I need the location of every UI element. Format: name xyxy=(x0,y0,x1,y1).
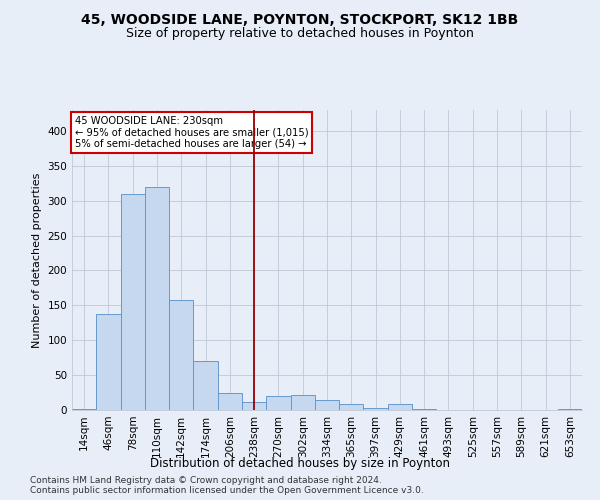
Bar xyxy=(72,408,96,410)
Bar xyxy=(266,396,290,410)
Bar xyxy=(145,186,169,410)
Bar xyxy=(242,402,266,410)
Text: Size of property relative to detached houses in Poynton: Size of property relative to detached ho… xyxy=(126,28,474,40)
Bar xyxy=(121,194,145,410)
Bar xyxy=(218,392,242,410)
Bar xyxy=(315,400,339,410)
Bar xyxy=(388,404,412,410)
Bar xyxy=(339,404,364,410)
Bar xyxy=(193,361,218,410)
Text: Contains HM Land Registry data © Crown copyright and database right 2024.
Contai: Contains HM Land Registry data © Crown c… xyxy=(30,476,424,495)
Text: 45 WOODSIDE LANE: 230sqm
← 95% of detached houses are smaller (1,015)
5% of semi: 45 WOODSIDE LANE: 230sqm ← 95% of detach… xyxy=(74,116,308,149)
Y-axis label: Number of detached properties: Number of detached properties xyxy=(32,172,42,348)
Bar xyxy=(96,314,121,410)
Bar xyxy=(169,300,193,410)
Text: Distribution of detached houses by size in Poynton: Distribution of detached houses by size … xyxy=(150,458,450,470)
Bar xyxy=(290,394,315,410)
Bar xyxy=(364,408,388,410)
Text: 45, WOODSIDE LANE, POYNTON, STOCKPORT, SK12 1BB: 45, WOODSIDE LANE, POYNTON, STOCKPORT, S… xyxy=(82,12,518,26)
